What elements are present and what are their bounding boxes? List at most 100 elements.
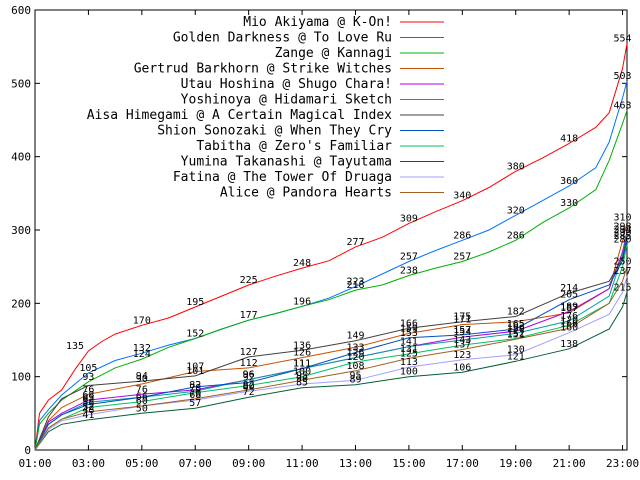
x-tick-label: 15:00 <box>392 457 425 470</box>
legend-label: Shion Sonozaki @ When They Cry <box>157 124 392 139</box>
data-label: 280 <box>614 235 632 246</box>
x-tick-label: 17:00 <box>446 457 479 470</box>
legend-label: Yoshinoya @ Hidamari Sketch <box>181 93 392 108</box>
data-label: 177 <box>240 310 258 321</box>
data-label: 175 <box>453 312 471 323</box>
data-label: 503 <box>614 71 632 82</box>
data-label: 196 <box>293 296 311 307</box>
axes: 0 100 200 300 400 500 600 01:00 03:00 05:00 07:00 0… <box>11 4 639 470</box>
data-label: 176 <box>560 311 578 322</box>
data-label: 126 <box>293 348 311 359</box>
legend-label: Mio Akiyama @ K-On! <box>243 15 392 30</box>
y-tick-label: 100 <box>11 371 31 384</box>
data-label: 159 <box>400 323 418 334</box>
data-label: 136 <box>293 340 311 351</box>
data-label: 120 <box>346 352 364 363</box>
data-label: 237 <box>614 266 632 277</box>
data-label: 66 <box>136 392 148 403</box>
data-label: 360 <box>560 176 578 187</box>
y-tick-label: 600 <box>11 4 31 17</box>
data-labels-layer: 1351701952252482773093403804185541051321… <box>66 34 632 421</box>
legend-label: Golden Darkness @ To Love Ru <box>173 31 392 46</box>
series-line <box>34 43 628 451</box>
data-label: 143 <box>453 335 471 346</box>
data-label: 151 <box>507 329 525 340</box>
data-label: 187 <box>560 303 578 314</box>
data-label: 141 <box>400 337 418 348</box>
data-label: 277 <box>346 237 364 248</box>
data-label: 60 <box>136 396 148 407</box>
data-label: 418 <box>560 133 578 144</box>
x-tick-label: 13:00 <box>339 457 372 470</box>
data-label: 127 <box>240 347 258 358</box>
x-tick-label: 23:00 <box>606 457 639 470</box>
data-label: 70 <box>189 389 201 400</box>
data-label: 135 <box>66 341 84 352</box>
data-label: 218 <box>346 280 364 291</box>
data-label: 238 <box>400 265 418 276</box>
data-label: 72 <box>243 387 255 398</box>
series-line <box>34 244 628 451</box>
data-label: 68 <box>82 390 94 401</box>
data-label: 160 <box>560 323 578 334</box>
data-label: 131 <box>400 344 418 355</box>
series-line <box>34 237 628 451</box>
x-tick-label: 03:00 <box>72 457 105 470</box>
data-label: 257 <box>453 252 471 263</box>
series-layer <box>34 43 628 451</box>
data-label: 58 <box>82 397 94 408</box>
data-label: 105 <box>79 363 97 374</box>
legend: Mio Akiyama @ K-On!Golden Darkness @ To … <box>87 15 444 201</box>
data-label: 95 <box>349 370 361 381</box>
legend-label: Zange @ Kannagi <box>275 46 392 61</box>
data-label: 380 <box>507 161 525 172</box>
x-tick-label: 11:00 <box>286 457 319 470</box>
data-label: 52 <box>82 402 94 413</box>
data-label: 68 <box>189 390 201 401</box>
data-label: 290 <box>614 227 632 238</box>
data-label: 93 <box>82 372 94 383</box>
data-label: 154 <box>453 327 471 338</box>
data-label: 126 <box>346 348 364 359</box>
x-tick-label: 09:00 <box>232 457 265 470</box>
legend-label: Fatina @ The Tower Of Druaga <box>173 170 392 185</box>
data-label: 57 <box>189 398 201 409</box>
data-label: 130 <box>507 345 525 356</box>
data-label: 85 <box>296 378 308 389</box>
series-line <box>34 276 628 451</box>
legend-label: Alice @ Pandora Hearts <box>220 186 392 201</box>
y-tick-label: 400 <box>11 151 31 164</box>
data-label: 286 <box>453 230 471 241</box>
legend-label: Tabitha @ Zero's Familiar <box>196 139 392 154</box>
data-label: 92 <box>243 373 255 384</box>
data-label: 137 <box>453 340 471 351</box>
x-tick-label: 19:00 <box>499 457 532 470</box>
legend-label: Gertrud Barkhorn @ Strike Witches <box>134 62 392 77</box>
data-label: 76 <box>136 384 148 395</box>
data-label: 111 <box>293 359 311 370</box>
data-label: 170 <box>560 315 578 326</box>
data-label: 554 <box>614 34 632 45</box>
data-label: 89 <box>349 375 361 386</box>
data-label: 152 <box>186 329 204 340</box>
data-label: 82 <box>189 380 201 391</box>
data-label: 106 <box>453 362 471 373</box>
y-tick-label: 0 <box>24 444 31 457</box>
data-label: 100 <box>400 367 418 378</box>
data-label: 294 <box>614 224 632 235</box>
data-label: 298 <box>614 221 632 232</box>
data-label: 162 <box>507 321 525 332</box>
data-label: 113 <box>400 357 418 368</box>
data-label: 463 <box>614 100 632 111</box>
y-tick-label: 300 <box>11 224 31 237</box>
data-label: 62 <box>82 395 94 406</box>
data-label: 285 <box>614 231 632 242</box>
series-line <box>34 222 628 451</box>
data-label: 132 <box>133 343 151 354</box>
data-label: 215 <box>614 282 632 293</box>
data-label: 182 <box>507 307 525 318</box>
data-label: 223 <box>346 276 364 287</box>
data-label: 100 <box>293 367 311 378</box>
data-label: 170 <box>133 315 151 326</box>
